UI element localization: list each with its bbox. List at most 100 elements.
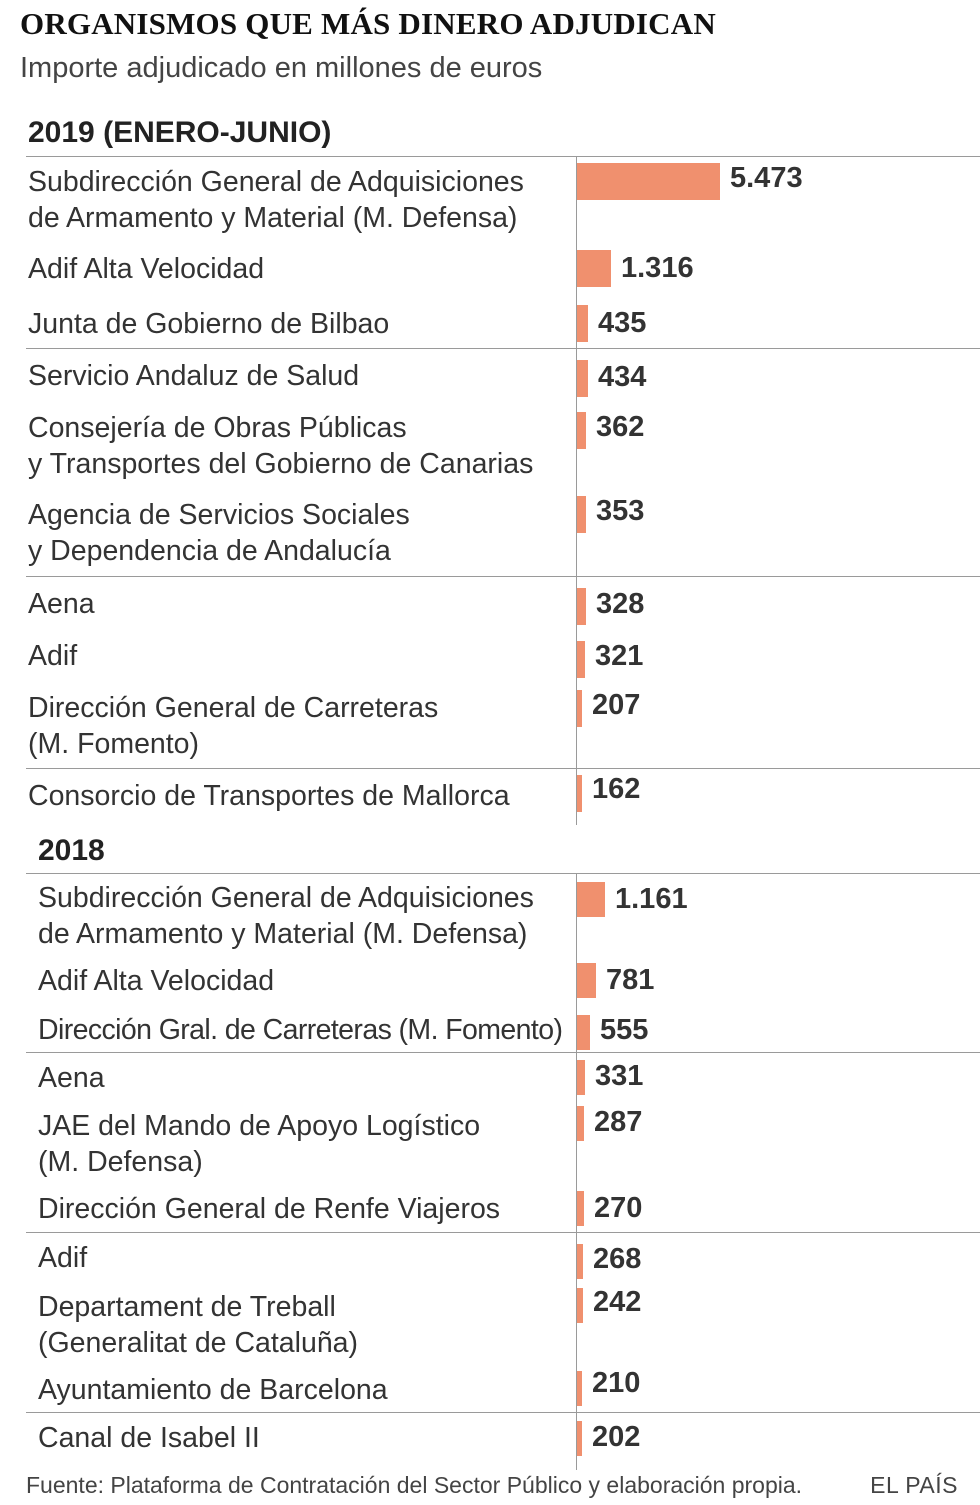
chart-subtitle: Importe adjudicado en millones de euros xyxy=(20,52,543,84)
section-2019-category-label: Consejería de Obras Públicas y Transporte… xyxy=(28,410,533,482)
section-2018-value-label: 202 xyxy=(592,1421,641,1453)
section-2019-bar xyxy=(577,775,582,812)
section-2019-value-label: 207 xyxy=(592,689,641,721)
section-2018-category-label-line: Ayuntamiento de Barcelona xyxy=(38,1374,388,1406)
section-2018-heading: 2018 xyxy=(38,834,105,867)
section-2019-top-rule xyxy=(26,156,980,157)
section-2018-bar xyxy=(577,963,596,998)
section-2018-bar xyxy=(577,882,605,917)
section-2018-category-label: Departament de Treball (Generalitat de Ca… xyxy=(38,1289,358,1361)
section-2019-bar xyxy=(577,250,611,287)
section-2018-category-label-line: Departament de Treball xyxy=(38,1291,336,1323)
section-2018-bar xyxy=(577,1015,590,1050)
section-2019-value-label: 162 xyxy=(592,773,641,805)
section-2018-bar xyxy=(577,1060,585,1095)
section-2019-value-label: 328 xyxy=(596,588,645,620)
section-2019-value-label: 435 xyxy=(598,307,647,339)
section-2018-top-rule xyxy=(26,873,980,874)
section-2018-category-label: Ayuntamiento de Barcelona xyxy=(38,1372,388,1408)
section-2019-bar xyxy=(577,305,588,342)
chart-title: ORGANISMOS QUE MÁS DINERO ADJUDICAN xyxy=(20,6,716,41)
brand-credit: EL PAÍS xyxy=(870,1472,958,1498)
section-2019-value-label: 5.473 xyxy=(730,162,803,194)
section-2019-heading: 2019 (ENERO-JUNIO) xyxy=(28,116,332,149)
section-2019-bar xyxy=(577,412,586,449)
section-2018-category-label-line: Adif xyxy=(38,1242,88,1274)
section-2018-category-label-line: JAE del Mando de Apoyo Logístico xyxy=(38,1110,481,1142)
section-2019-axis-line xyxy=(576,156,577,825)
source-note: Fuente: Plataforma de Contratación del S… xyxy=(26,1472,803,1498)
section-2019-group-divider xyxy=(26,348,980,349)
section-2018-bar xyxy=(577,1106,584,1141)
section-2019-category-label-line: Agencia de Servicios Sociales xyxy=(28,499,410,531)
section-2019-category-label-line: Adif Alta Velocidad xyxy=(28,253,265,285)
section-2018-value-label: 242 xyxy=(593,1286,642,1318)
section-2019-category-label: Aena xyxy=(28,586,95,622)
section-2019-bar xyxy=(577,690,582,727)
section-2018-value-label: 268 xyxy=(593,1243,642,1275)
section-2019-category-label-line: Dirección General de Carreteras xyxy=(28,692,439,724)
section-2018-category-label-line: Adif Alta Velocidad xyxy=(38,965,275,997)
section-2018-group-divider xyxy=(26,1412,980,1413)
section-2018-category-label-line: Aena xyxy=(38,1062,105,1094)
section-2019-category-label: Junta de Gobierno de Bilbao xyxy=(28,306,389,342)
section-2019-bar xyxy=(577,588,586,625)
section-2018-category-label: Canal de Isabel II xyxy=(38,1420,260,1456)
section-2019-category-label: Adif Alta Velocidad xyxy=(28,251,264,287)
section-2018-axis-line xyxy=(576,873,577,1470)
section-2018-value-label: 1.161 xyxy=(615,883,688,915)
section-2018-group-divider xyxy=(26,1232,980,1233)
section-2018-category-label-line: (Generalitat de Cataluña) xyxy=(38,1327,359,1359)
section-2018-bar xyxy=(577,1288,583,1323)
section-2018-category-label: Aena xyxy=(38,1060,105,1096)
section-2019-bar xyxy=(577,496,586,533)
section-2018-category-label-line: Canal de Isabel II xyxy=(38,1422,260,1454)
section-2018-value-label: 287 xyxy=(594,1106,643,1138)
section-2018-category-label-line: (M. Defensa) xyxy=(38,1146,203,1178)
section-2018-value-label: 210 xyxy=(592,1367,641,1399)
section-2018-category-label: Adif Alta Velocidad xyxy=(38,963,274,999)
section-2019-category-label: Adif xyxy=(28,638,77,674)
section-2018-category-label: Subdirección General de Adquisiciones de … xyxy=(38,880,534,952)
section-2019-category-label-line: (M. Fomento) xyxy=(28,728,200,760)
section-2019-category-label-line: Junta de Gobierno de Bilbao xyxy=(28,308,390,340)
section-2018-value-label: 331 xyxy=(595,1060,644,1092)
section-2019-category-label-line: Subdirección General de Adquisiciones xyxy=(28,166,524,198)
section-2018-category-label: JAE del Mando de Apoyo Logístico (M. Defe… xyxy=(38,1108,480,1180)
section-2019-category-label-line: Consorcio de Transportes de Mallorca xyxy=(28,780,510,812)
section-2019-bar xyxy=(577,641,585,678)
section-2018-category-label: Adif xyxy=(38,1240,87,1276)
section-2019-category-label-line: de Armamento y Material (M. Defensa) xyxy=(28,202,518,234)
section-2018-category-label: Dirección Gral. de Carreteras (M. Foment… xyxy=(38,1012,563,1048)
section-2018-value-label: 555 xyxy=(600,1014,649,1046)
section-2019-value-label: 362 xyxy=(596,411,645,443)
section-2019-category-label-line: y Dependencia de Andalucía xyxy=(28,535,391,567)
section-2019-value-label: 353 xyxy=(596,495,645,527)
section-2019-value-label: 321 xyxy=(595,640,644,672)
section-2018-category-label-line: Dirección Gral. de Carreteras (M. Foment… xyxy=(38,1014,563,1046)
section-2019-category-label: Dirección General de Carreteras (M. Fomen… xyxy=(28,690,438,762)
section-2019-category-label-line: y Transportes del Gobierno de Canarias xyxy=(28,448,534,480)
section-2018-bar xyxy=(577,1191,584,1226)
section-2018-group-divider xyxy=(26,1052,980,1053)
section-2019-category-label: Agencia de Servicios Sociales y Dependenc… xyxy=(28,497,410,569)
section-2018-value-label: 781 xyxy=(606,964,655,996)
section-2019-bar xyxy=(577,163,720,200)
section-2018-bar xyxy=(577,1421,582,1456)
section-2019-category-label-line: Adif xyxy=(28,640,78,672)
section-2019-category-label-line: Aena xyxy=(28,588,95,620)
section-2019-group-divider xyxy=(26,768,980,769)
section-2019-category-label: Consorcio de Transportes de Mallorca xyxy=(28,778,510,814)
section-2018-value-label: 270 xyxy=(594,1192,643,1224)
section-2018-bar xyxy=(577,1244,583,1279)
section-2018-category-label-line: de Armamento y Material (M. Defensa) xyxy=(38,918,528,950)
section-2019-category-label: Subdirección General de Adquisiciones de … xyxy=(28,164,524,236)
section-2018-bar xyxy=(577,1371,582,1406)
section-2018-category-label-line: Subdirección General de Adquisiciones xyxy=(38,882,534,914)
section-2019-value-label: 434 xyxy=(598,361,647,393)
section-2019-category-label: Servicio Andaluz de Salud xyxy=(28,358,359,394)
section-2019-category-label-line: Servicio Andaluz de Salud xyxy=(28,360,360,392)
section-2018-category-label-line: Dirección General de Renfe Viajeros xyxy=(38,1193,501,1225)
section-2019-bar xyxy=(577,360,588,397)
section-2018-category-label: Dirección General de Renfe Viajeros xyxy=(38,1191,500,1227)
